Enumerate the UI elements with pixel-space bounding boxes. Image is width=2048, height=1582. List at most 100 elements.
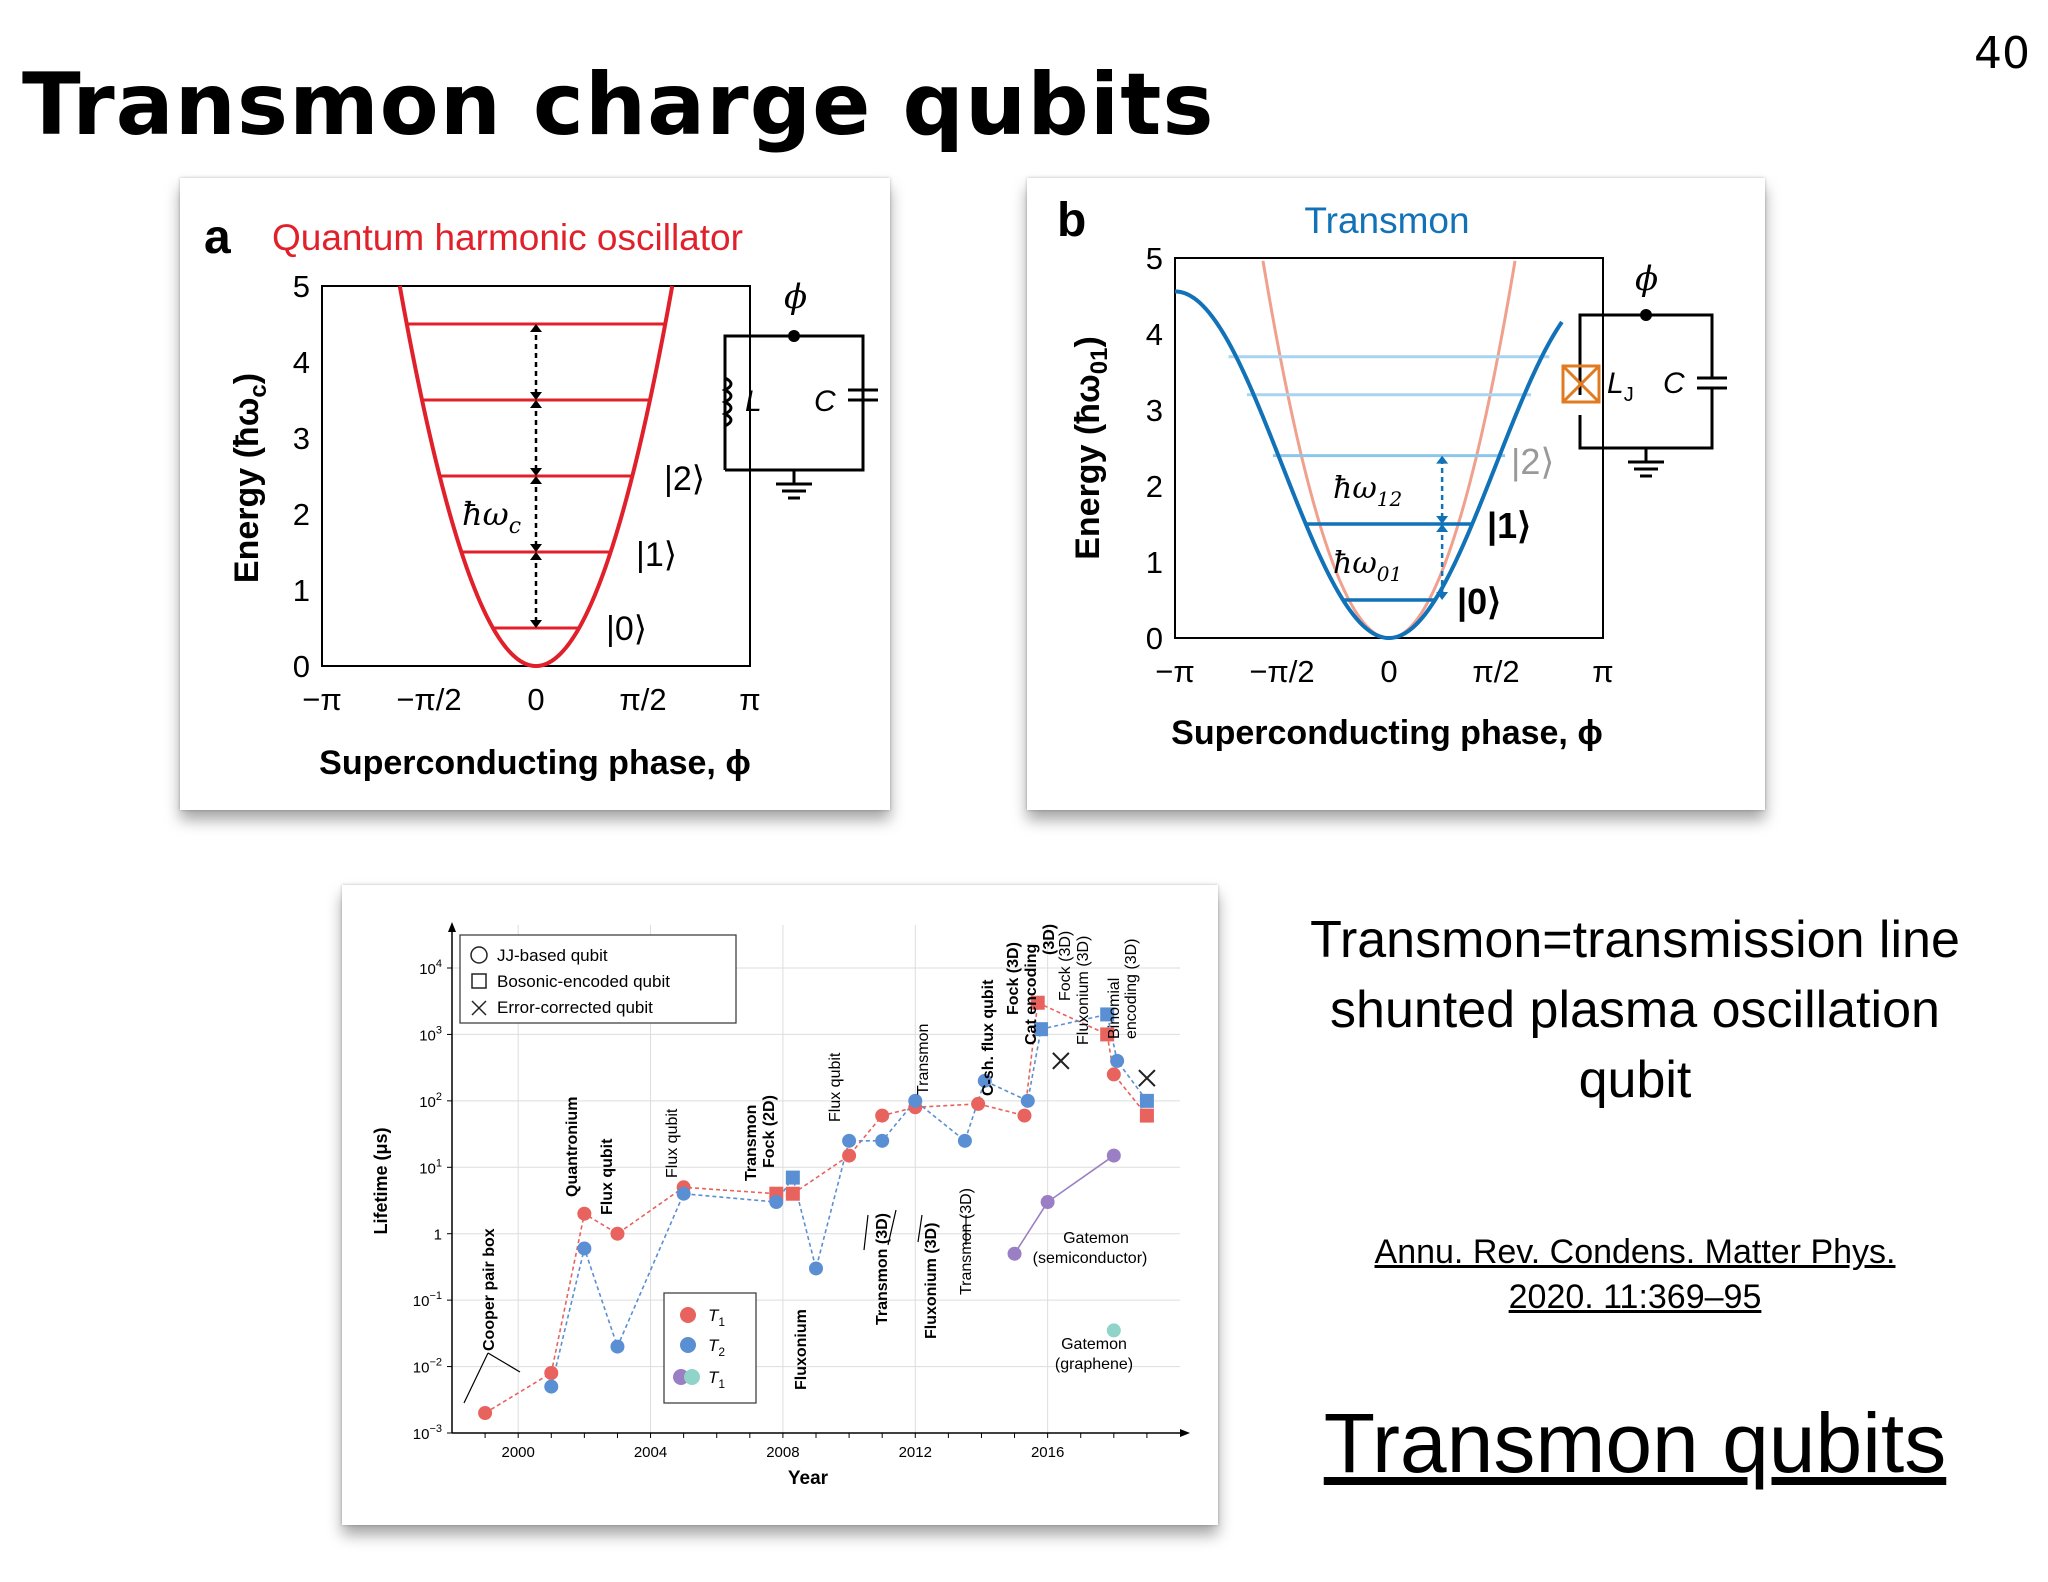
c-point-s0-10 — [971, 1096, 986, 1111]
c-point-s1-9 — [908, 1093, 923, 1108]
c-ytick-1: 103 — [419, 1024, 442, 1044]
c-point-s1-6 — [809, 1261, 823, 1276]
capacitor-label-a: C — [814, 385, 836, 418]
annot-binomial: Binomial — [1106, 978, 1123, 1039]
b-ytick-4: 4 — [1146, 317, 1163, 352]
qho-plot: a Quantum harmonic oscillator 0 1 2 3 4 5 −π −… — [204, 211, 878, 782]
state-0-label-b: |0⟩ — [1457, 581, 1501, 623]
transmon-qubits-link[interactable]: Transmon qubits — [1323, 1396, 1947, 1490]
c-point-s0-13 — [1100, 1027, 1115, 1042]
c-ytick-7: 10−3 — [413, 1423, 442, 1443]
c-point-s1-3 — [676, 1186, 691, 1201]
a-ytick-0: 0 — [293, 649, 310, 684]
c-point-s0-1 — [544, 1366, 559, 1381]
annot-csh-flux-qubit: C-sh. flux qubit — [980, 979, 997, 1096]
lifetime-chart: 104 103 102 101 1 10−1 10−2 10−3 2000 2004 2008 20… — [371, 922, 1190, 1489]
state-2-label-b: |2⟩ — [1511, 441, 1554, 482]
a-xtick-4: π — [739, 682, 760, 717]
c-point-s0-2 — [577, 1206, 592, 1221]
a-xtick-0: −π — [302, 682, 342, 717]
c-point-s0-3 — [610, 1226, 625, 1241]
a-ytick-2: 2 — [293, 497, 310, 532]
c-xtick-2004: 2004 — [634, 1444, 667, 1461]
annot-transmon-plain: Transmon — [915, 1024, 932, 1095]
phi-node-label-a: ϕ — [784, 277, 807, 317]
c-point-s1-2 — [610, 1339, 625, 1354]
c-ytick-4: 1 — [434, 1227, 442, 1244]
a-xtick-1: −π/2 — [396, 682, 461, 717]
annot-fock-3d-plain: Fock (3D) — [1057, 931, 1074, 1001]
lc-circuit — [721, 334, 878, 500]
c-point-s2-2 — [1106, 1148, 1121, 1163]
c-series-line-0 — [484, 1001, 1148, 1414]
panel-a-title: Quantum harmonic oscillator — [272, 217, 743, 258]
c-x-axis-label: Year — [788, 1468, 829, 1489]
panel-b-title: Transmon — [1304, 200, 1469, 241]
citation-line2[interactable]: 2020. 11:369–95 — [1508, 1278, 1762, 1316]
c-xtick-2000: 2000 — [501, 1444, 534, 1461]
a-ytick-3: 3 — [293, 421, 310, 456]
c-ytick-6: 10−2 — [413, 1357, 442, 1377]
c-point-s0-8 — [875, 1108, 890, 1123]
gatemon-semiconductor-line1: Gatemon — [1063, 1230, 1129, 1247]
figure-panel-c: 104 103 102 101 1 10−1 10−2 10−3 2000 2004 2008 20… — [342, 885, 1218, 1525]
figure-panel-b: b Transmon 0 1 2 3 4 5 −π −π/2 0 π/2 π Energy (ħω… — [1027, 178, 1765, 810]
c-point-s3-0 — [1106, 1323, 1121, 1338]
qho-potential-curve — [397, 285, 675, 669]
slide-title: Transmon charge qubits — [22, 55, 1215, 155]
transmon-description: Transmon=transmission line shunted plasm… — [1300, 905, 1970, 1115]
legend-t2: T2 — [708, 1336, 725, 1359]
c-point-s1-10 — [957, 1133, 972, 1148]
annot-cat-encoding-3d: (3D) — [1041, 924, 1058, 955]
cosine-potential-curve — [1174, 289, 1564, 641]
c-point-s1-8 — [875, 1133, 890, 1148]
c-point-s0-15 — [1139, 1108, 1154, 1123]
annotation-arrows — [463, 1209, 967, 1404]
c-point-s1-12 — [1020, 1093, 1035, 1108]
annot-transmon-3d-bold: Transmon (3D) — [874, 1213, 891, 1325]
a-xtick-3: π/2 — [619, 682, 666, 717]
annot-fock-3d-bold: Fock (3D) — [1005, 942, 1022, 1015]
legend-error-corrected-qubit: Error-corrected qubit — [497, 998, 653, 1017]
legend-t1: T1 — [708, 1306, 725, 1329]
c-point-s0-7 — [842, 1148, 857, 1163]
a-xtick-2: 0 — [527, 682, 544, 717]
josephson-junction-icon — [1561, 364, 1601, 404]
a-ytick-4: 4 — [293, 345, 310, 380]
slide-number: 40 — [1974, 28, 2030, 79]
c-ytick-0: 104 — [419, 958, 442, 978]
b-ytick-2: 2 — [1146, 469, 1163, 504]
state-2-label-a: |2⟩ — [664, 460, 705, 498]
citation-line1[interactable]: Annu. Rev. Condens. Matter Phys. — [1374, 1233, 1896, 1271]
inductor-label: L — [745, 385, 762, 418]
gatemon-graphene-line2: (graphene) — [1055, 1356, 1133, 1373]
capacitor-label-b: C — [1663, 367, 1685, 400]
a-ytick-5: 5 — [293, 269, 310, 304]
c-point-s1-14 — [1100, 1007, 1115, 1022]
legend-jj-qubit: JJ-based qubit — [497, 946, 608, 965]
description-text: Transmon=transmission line shunted plasm… — [1310, 911, 1960, 1109]
x-axis-label-a: Superconducting phase, ϕ — [319, 744, 751, 782]
b-xtick-3: π/2 — [1472, 654, 1519, 689]
state-1-label-a: |1⟩ — [636, 536, 677, 574]
panel-letter-a: a — [204, 211, 231, 264]
c-point-s2-0 — [1007, 1246, 1022, 1261]
c-xtick-2008: 2008 — [766, 1444, 799, 1461]
y-axis-label-b: Energy (ħω01) — [1069, 336, 1113, 560]
c-ytick-3: 101 — [419, 1157, 442, 1177]
spacing-label-01: ħω01 — [1333, 546, 1402, 586]
c-point-s1-16 — [1139, 1093, 1154, 1108]
b-xtick-0: −π — [1155, 654, 1195, 689]
c-xtick-2012: 2012 — [899, 1444, 932, 1461]
annot-fluxonium-3d-plain: Fluxonium (3D) — [1075, 936, 1092, 1045]
legend-shapes: JJ-based qubit Bosonic-encoded qubit Err… — [459, 934, 737, 1024]
x-axis-label-b: Superconducting phase, ϕ — [1171, 714, 1603, 752]
annot-flux-qubit-2010: Flux qubit — [827, 1052, 844, 1122]
citation-link[interactable]: Annu. Rev. Condens. Matter Phys. 2020. 11… — [1300, 1230, 1970, 1320]
figure-panel-a: a Quantum harmonic oscillator 0 1 2 3 4 5 −π −… — [180, 178, 890, 810]
y-axis-label-a: Energy (ħωc) — [228, 373, 272, 583]
c-error-corrected-marker-1 — [1138, 1069, 1156, 1087]
phi-node-label-b: ϕ — [1635, 259, 1658, 299]
c-xtick-2016: 2016 — [1031, 1444, 1064, 1461]
annot-transmon: Transmon — [743, 1105, 760, 1181]
